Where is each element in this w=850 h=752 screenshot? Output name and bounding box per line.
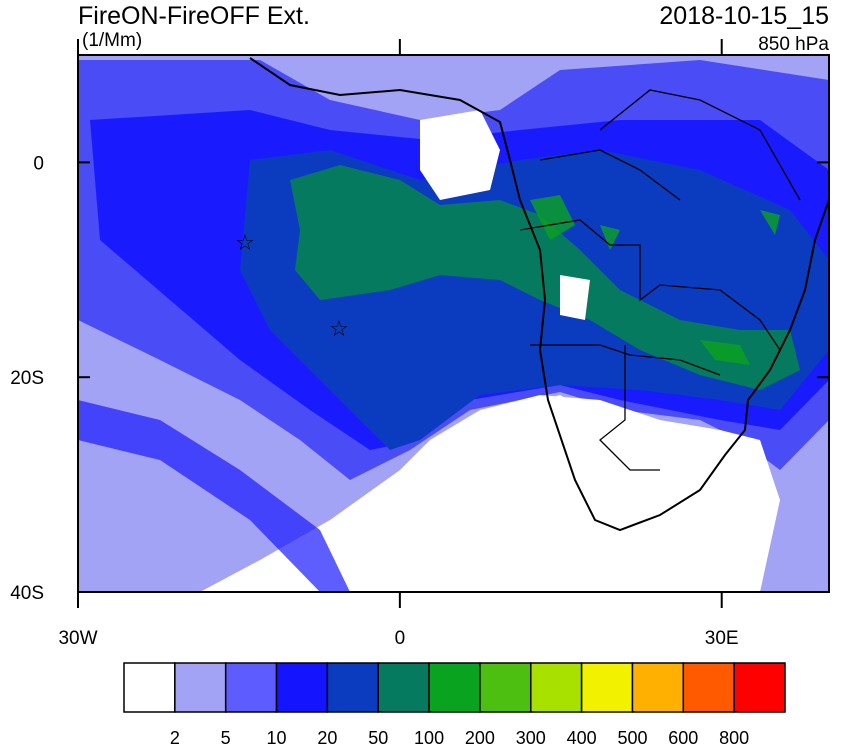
- green-patches: [530, 195, 780, 365]
- colorbar-box: [631, 662, 685, 713]
- colorbar-label: 5: [221, 728, 231, 747]
- y-tick-label: 0: [33, 153, 44, 174]
- colorbar-label: 200: [465, 728, 495, 747]
- colorbar-label: 20: [317, 728, 337, 747]
- colorbar-box: [224, 662, 278, 713]
- colorbar-label: 10: [267, 728, 287, 747]
- colorbar-label: 400: [567, 728, 597, 747]
- colorbar-label: 800: [719, 728, 749, 747]
- colorbar-label: 50: [368, 728, 388, 747]
- swirl-band: [78, 400, 350, 592]
- axes: 0 20S 40S 30W 0 30E: [10, 39, 829, 649]
- y-tick-label: 20S: [10, 368, 44, 389]
- units: (1/Mm): [82, 30, 142, 51]
- colorbar-label: 600: [668, 728, 698, 747]
- colorbar-box: [530, 662, 583, 713]
- colorbar-label: 300: [516, 728, 546, 747]
- x-tick-label: 30W: [58, 628, 97, 649]
- island-marker: ☆: [329, 316, 349, 341]
- map-field: ☆ ☆: [78, 55, 829, 592]
- colorbar-box: [326, 662, 379, 713]
- colorbar-box: [174, 662, 227, 713]
- plot-frame: [77, 54, 830, 593]
- island-marker: ☆: [235, 230, 255, 255]
- white-north: [420, 110, 590, 320]
- colorbar-label: 500: [617, 728, 647, 747]
- colorbar-box: [479, 662, 532, 713]
- colorbar-label: 100: [414, 728, 444, 747]
- colorbar: 2 5 10 20 50 100 200 300 400 500 600 800: [123, 662, 786, 748]
- y-tick-label: 40S: [10, 583, 44, 604]
- coastline: [249, 57, 829, 532]
- title: FireON-FireOFF Ext.: [78, 2, 310, 30]
- colorbar-box: [682, 662, 735, 713]
- time-stamp: 2018-10-15_15: [659, 2, 829, 30]
- colorbar-box: [275, 662, 329, 713]
- level: 850 hPa: [758, 34, 829, 55]
- x-tick-label: 0: [395, 628, 406, 649]
- colorbar-box: [428, 662, 481, 713]
- x-tick-label: 30E: [705, 628, 739, 649]
- white-south: [300, 395, 780, 592]
- colorbar-box: [580, 662, 634, 713]
- colorbar-box: [377, 662, 430, 713]
- colorbar-box: [733, 662, 786, 713]
- borders: [519, 89, 801, 471]
- teal-core: [290, 165, 800, 390]
- colorbar-label: 2: [170, 728, 180, 747]
- colorbar-box: [123, 662, 176, 713]
